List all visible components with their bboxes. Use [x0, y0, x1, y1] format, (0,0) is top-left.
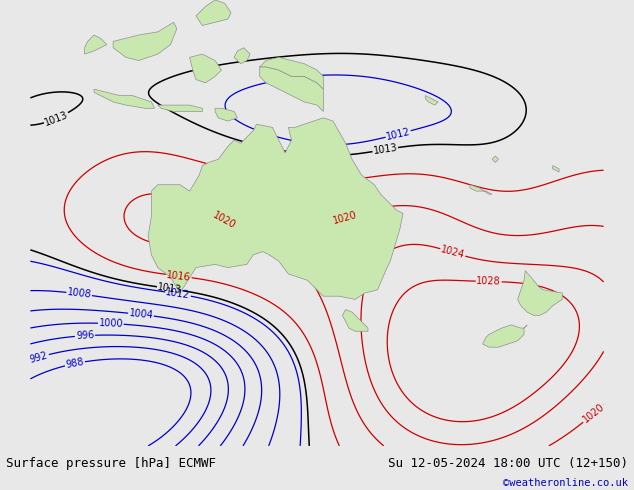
- Text: 1016: 1016: [166, 270, 191, 282]
- Text: 1020: 1020: [332, 209, 358, 225]
- Polygon shape: [84, 35, 107, 54]
- Polygon shape: [517, 270, 562, 316]
- Polygon shape: [113, 22, 177, 61]
- Polygon shape: [234, 48, 250, 64]
- Text: 1020: 1020: [211, 210, 238, 230]
- Polygon shape: [196, 0, 231, 25]
- Text: 1024: 1024: [439, 245, 466, 261]
- Polygon shape: [158, 105, 202, 112]
- Text: 1028: 1028: [476, 276, 501, 287]
- Polygon shape: [342, 310, 368, 331]
- Polygon shape: [260, 67, 323, 112]
- Text: 1013: 1013: [157, 282, 183, 295]
- Polygon shape: [492, 156, 498, 163]
- Polygon shape: [190, 54, 221, 83]
- Text: 988: 988: [65, 357, 85, 370]
- Polygon shape: [482, 325, 527, 347]
- Text: Su 12-05-2024 18:00 UTC (12+150): Su 12-05-2024 18:00 UTC (12+150): [387, 457, 628, 469]
- Text: 1020: 1020: [581, 402, 606, 425]
- Polygon shape: [260, 57, 323, 89]
- Text: Surface pressure [hPa] ECMWF: Surface pressure [hPa] ECMWF: [6, 457, 216, 469]
- Text: ©weatheronline.co.uk: ©weatheronline.co.uk: [503, 478, 628, 488]
- Polygon shape: [148, 118, 403, 299]
- Text: 1012: 1012: [385, 126, 411, 142]
- Text: 1013: 1013: [372, 143, 398, 156]
- Polygon shape: [215, 108, 237, 121]
- Text: 1012: 1012: [165, 287, 191, 301]
- Text: 1004: 1004: [128, 308, 153, 321]
- Polygon shape: [470, 185, 492, 194]
- Text: 1013: 1013: [43, 109, 70, 127]
- Text: 1000: 1000: [98, 318, 123, 329]
- Polygon shape: [425, 96, 438, 105]
- Text: 996: 996: [75, 330, 94, 341]
- Polygon shape: [94, 89, 155, 108]
- Text: 1008: 1008: [67, 288, 92, 300]
- Text: 992: 992: [29, 350, 49, 365]
- Polygon shape: [553, 166, 559, 172]
